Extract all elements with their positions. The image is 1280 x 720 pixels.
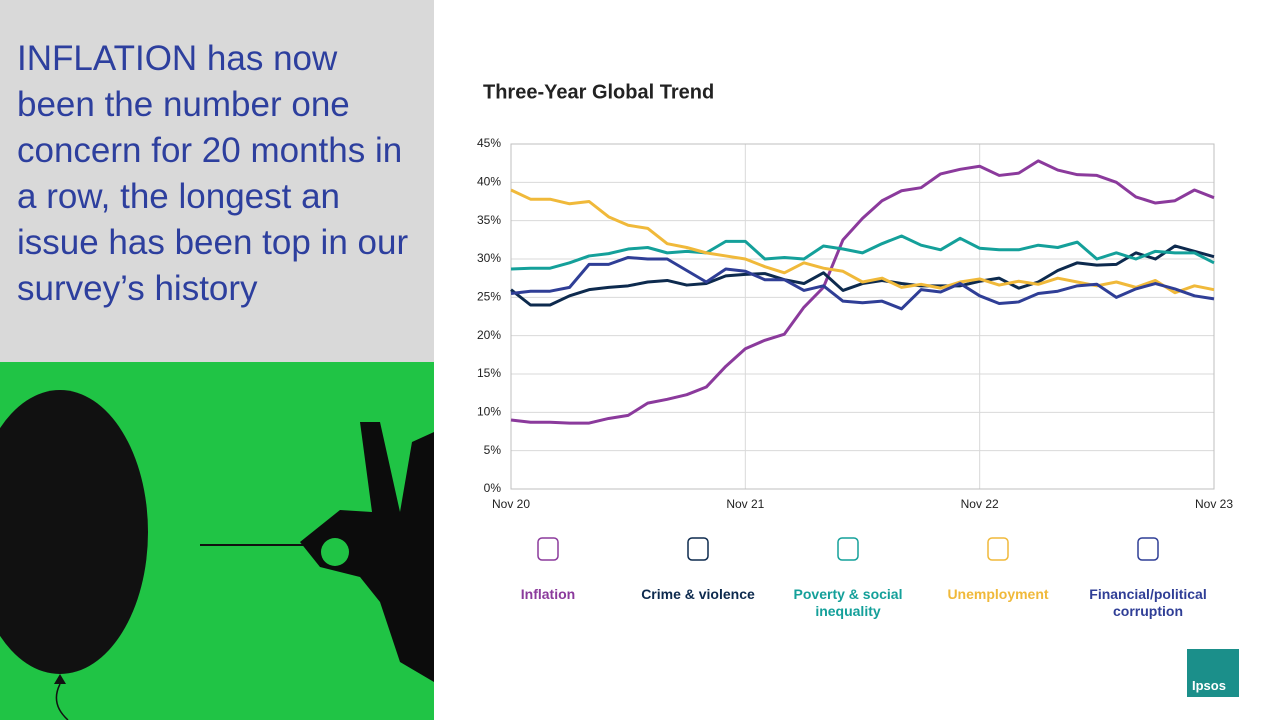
x-tick-label: Nov 23: [1195, 497, 1233, 511]
logo: Ipsos: [1187, 649, 1239, 697]
y-tick-label: 25%: [477, 290, 501, 304]
series-line: [510, 244, 1215, 307]
legend-item: Crime & violence: [628, 534, 768, 603]
legend-item: Inflation: [478, 534, 618, 603]
series-line: [510, 159, 1215, 425]
y-tick-label: 5%: [484, 443, 502, 457]
y-tick-label: 0%: [484, 481, 502, 495]
legend-icon: [1137, 537, 1159, 561]
y-tick-label: 20%: [477, 328, 501, 342]
y-tick-label: 35%: [477, 213, 501, 227]
series-line: [510, 234, 1215, 271]
x-tick-label: Nov 20: [492, 497, 530, 511]
legend-icon: [837, 537, 859, 561]
legend-label: Crime & violence: [641, 586, 755, 602]
legend-item: Poverty & social inequality: [778, 534, 918, 620]
legend-item: Financial/political corruption: [1078, 534, 1218, 620]
headline: INFLATION has now been the number one co…: [17, 39, 409, 308]
legend-icon: [687, 537, 709, 561]
legend-label: Inflation: [520, 586, 576, 602]
y-tick-label: 30%: [477, 251, 501, 265]
chart-title: Three-Year Global Trend: [483, 81, 714, 103]
icon-shape: [987, 537, 1009, 561]
y-tick-label: 15%: [477, 366, 501, 380]
legend-label: Unemployment: [947, 586, 1049, 602]
legend-item: Unemployment: [928, 534, 1068, 603]
chart: Three-Year Global Trend 0% 5% 10% 15% 20% 25%…: [477, 81, 1233, 511]
y-tick-label: 40%: [477, 175, 501, 189]
icon-shape: [837, 537, 859, 561]
series-line: [510, 255, 1215, 311]
y-tick-label: 10%: [477, 405, 501, 419]
series-line: [510, 188, 1215, 295]
icon-shape: [687, 537, 709, 561]
legend-icon: [987, 537, 1009, 561]
balloon-image: [0, 362, 434, 720]
icon-shape: [537, 537, 559, 561]
logo-text: Ipsos: [1192, 678, 1226, 693]
legend-label: Financial/political corruption: [1089, 586, 1207, 619]
y-tick-label: 45%: [477, 136, 501, 150]
plot-border: [510, 143, 1215, 490]
x-tick-label: Nov 21: [726, 497, 764, 511]
x-tick-label: Nov 22: [961, 497, 999, 511]
text-panel: INFLATION has now been the number one co…: [0, 0, 434, 362]
legend-label: Poverty & social inequality: [793, 586, 903, 619]
icon-shape: [1137, 537, 1159, 561]
legend-icon: [537, 537, 559, 561]
